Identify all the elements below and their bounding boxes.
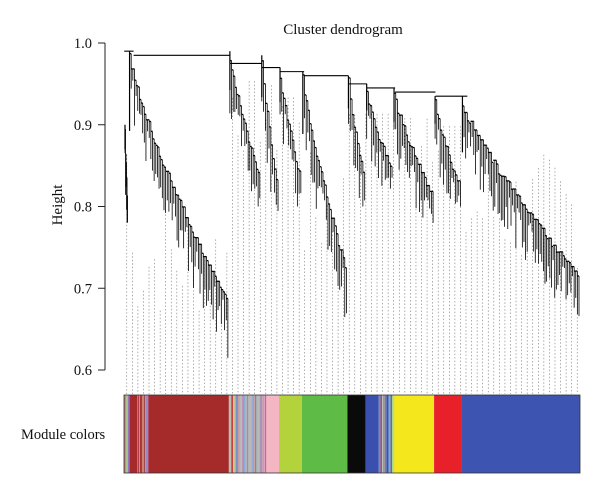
module-color-yellow [393, 395, 435, 473]
module-color-stripe [379, 395, 381, 473]
module-color-stripe [378, 395, 380, 473]
module-color-stripe [232, 395, 233, 473]
module-colors-label: Module colors [21, 427, 106, 443]
module-color-stripe [124, 395, 126, 473]
module-subtree [302, 71, 347, 318]
module-color-stripe [231, 395, 234, 473]
module-color-blue [461, 395, 580, 473]
module-color-stripe [252, 395, 255, 473]
module-color-stripe [259, 395, 262, 473]
module-color-stripe [144, 395, 147, 473]
module-color-bar [123, 394, 581, 474]
module-color-stripe [383, 395, 385, 473]
module-color-stripe [251, 395, 254, 473]
module-color-stripe [233, 395, 235, 473]
module-color-stripe [128, 395, 130, 473]
module-color-stripe [125, 395, 128, 473]
module-subtree [347, 75, 366, 207]
module-color-stripe [388, 395, 390, 473]
y-tick-label: 1.0 [74, 36, 92, 52]
module-color-stripe [244, 395, 246, 473]
module-color-stripe [137, 395, 139, 473]
module-color-stripe [391, 395, 394, 473]
module-color-stripe [139, 395, 141, 473]
y-tick-label: 0.6 [74, 363, 92, 379]
module-color-stripe [244, 395, 247, 473]
module-color-stripe [385, 395, 387, 473]
module-subtree [128, 51, 229, 358]
module-color-stripe [142, 395, 144, 473]
y-tick-label: 0.7 [74, 281, 92, 297]
module-color-stripe [392, 395, 395, 473]
module-subtree [366, 83, 393, 189]
module-subtree [124, 124, 128, 223]
module-color-stripe [264, 395, 267, 473]
module-color-green [301, 395, 348, 473]
module-subtree [261, 55, 279, 211]
module-color-greenyellow [279, 395, 302, 473]
module-color-stripe [146, 395, 149, 473]
module-color-stripe [141, 395, 143, 473]
module-color-black [347, 395, 366, 473]
module-color-stripe [229, 395, 231, 473]
module-color-stripe [242, 395, 245, 473]
y-axis: 0.6 0.7 0.8 0.9 1.0 [74, 36, 106, 379]
module-subtree [434, 96, 461, 207]
color-bar-frame [123, 394, 581, 474]
module-color-stripe [381, 395, 384, 473]
chart-title: Cluster dendrogram [283, 22, 403, 38]
module-color-stripe [260, 395, 263, 473]
dendrogram-tree [124, 50, 580, 358]
module-color-stripe [384, 395, 386, 473]
module-color-stripe [238, 395, 240, 473]
module-color-stripe [262, 395, 264, 473]
module-color-red [434, 395, 462, 473]
module-color-stripe [235, 395, 238, 473]
module-color-stripe [127, 395, 129, 473]
module-color-stripe [389, 395, 391, 473]
module-color-stripe [144, 395, 146, 473]
module-subtree [279, 67, 302, 207]
y-tick-label: 0.9 [74, 118, 92, 134]
module-color-stripe [254, 395, 257, 473]
y-axis-label: Height [50, 184, 66, 226]
module-color-stripe [246, 395, 248, 473]
module-subtree [229, 51, 261, 207]
y-tick-label: 0.8 [74, 200, 92, 216]
module-subtree [461, 96, 580, 317]
module-subtree [393, 87, 434, 223]
